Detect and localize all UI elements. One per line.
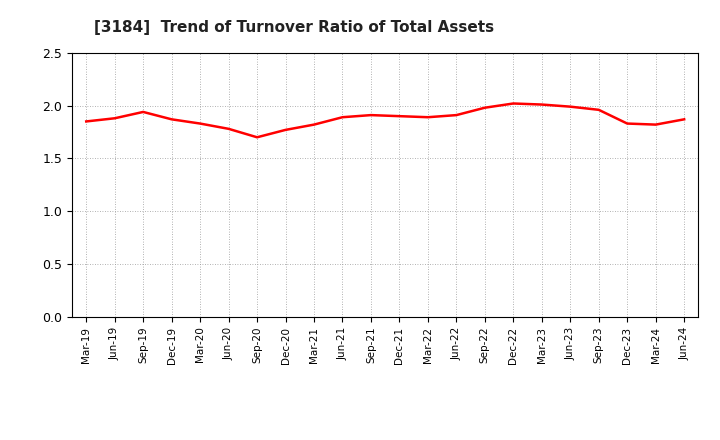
- Text: [3184]  Trend of Turnover Ratio of Total Assets: [3184] Trend of Turnover Ratio of Total …: [94, 20, 494, 35]
